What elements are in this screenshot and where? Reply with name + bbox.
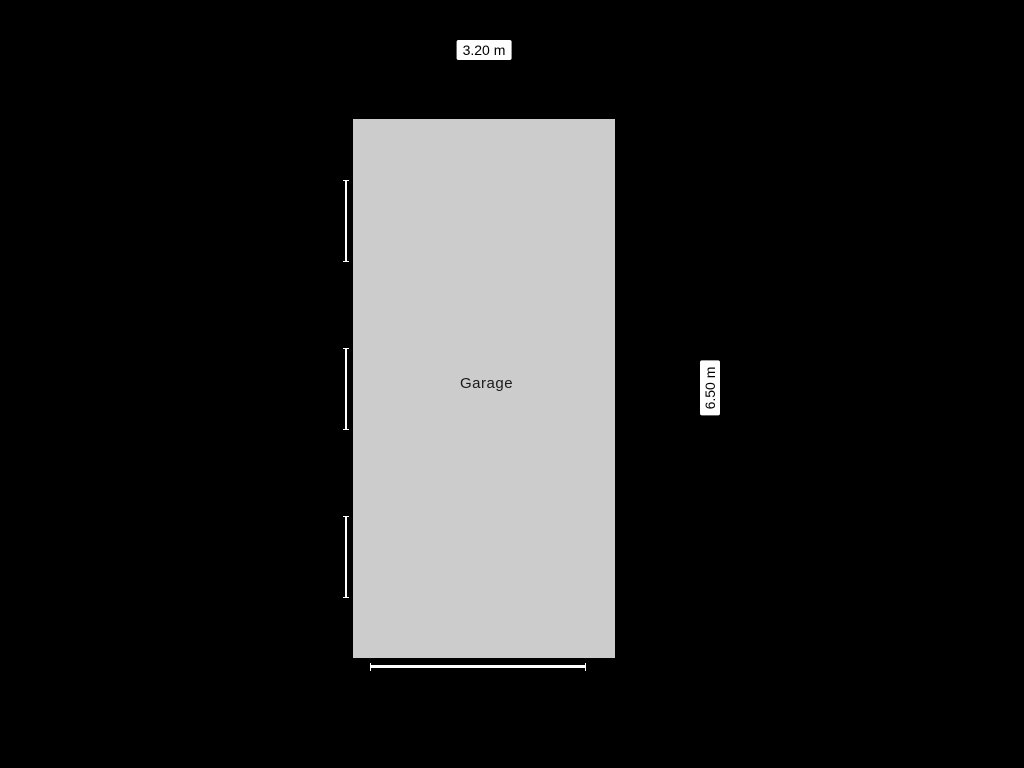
- window-mark: [345, 348, 347, 430]
- window-tick: [343, 180, 349, 181]
- window-tick: [343, 516, 349, 517]
- window-tick: [343, 348, 349, 349]
- dimension-width-label: 3.20 m: [457, 40, 512, 60]
- door-tick: [370, 663, 371, 671]
- window-tick: [343, 429, 349, 430]
- floorplan-canvas: Garage 3.20 m 6.50 m: [0, 0, 1024, 768]
- room-label: Garage: [460, 375, 513, 392]
- window-tick: [343, 261, 349, 262]
- door-tick: [585, 663, 586, 671]
- room-garage: Garage: [350, 116, 618, 661]
- window-mark: [345, 180, 347, 262]
- window-mark: [345, 516, 347, 598]
- window-tick: [343, 597, 349, 598]
- door-mark: [370, 665, 586, 668]
- dimension-height-label: 6.50 m: [700, 361, 720, 416]
